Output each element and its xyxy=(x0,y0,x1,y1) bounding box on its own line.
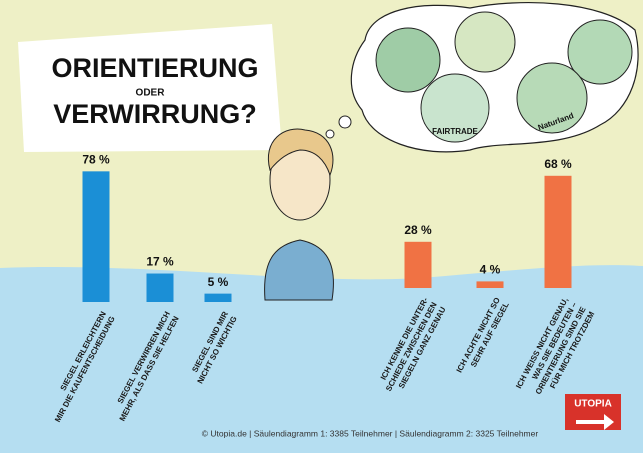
value-label: 4 % xyxy=(480,263,501,277)
seal xyxy=(420,73,490,143)
title-line: ODER xyxy=(136,88,166,99)
seal xyxy=(375,27,441,93)
floor xyxy=(0,265,643,453)
seal xyxy=(567,19,633,85)
person-hair xyxy=(267,128,334,177)
bar xyxy=(476,281,504,288)
value-label: 5 % xyxy=(208,275,229,289)
bar xyxy=(544,175,572,288)
thought-dot xyxy=(338,115,352,129)
value-label: 17 % xyxy=(146,255,174,269)
bar xyxy=(82,171,110,302)
footer: © Utopia.de | Säulendiagramm 1: 3385 Tei… xyxy=(202,428,539,438)
seal xyxy=(516,62,588,134)
seal-label: FAIRTRADE xyxy=(432,127,478,136)
title-line: VERWIRRUNG? xyxy=(53,99,257,129)
logo-text: UTOPIA xyxy=(574,399,612,410)
value-label: 68 % xyxy=(544,157,572,171)
title-panel xyxy=(18,24,282,152)
title-line: ORIENTIERUNG xyxy=(51,53,258,83)
seal xyxy=(454,11,516,73)
person-body xyxy=(264,239,334,301)
bar xyxy=(404,241,432,288)
logo-arrow xyxy=(576,414,614,430)
value-label: 28 % xyxy=(404,223,432,237)
bar xyxy=(204,293,232,302)
value-label: 78 % xyxy=(82,153,110,167)
bar xyxy=(146,273,174,302)
thought-dot xyxy=(325,129,335,139)
